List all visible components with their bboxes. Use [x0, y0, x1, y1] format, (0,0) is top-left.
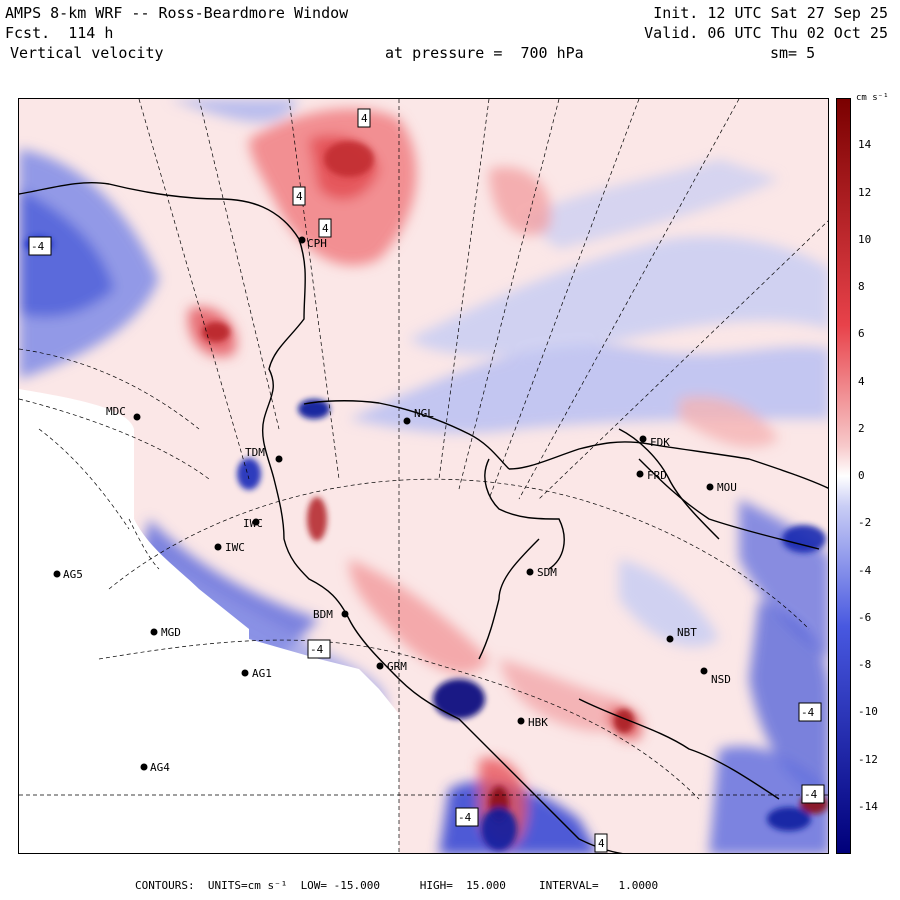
svg-text:FDK: FDK: [650, 436, 670, 449]
svg-text:-4: -4: [801, 706, 815, 719]
station-GRM[interactable]: GRM: [376, 660, 408, 673]
colorbar-tick-label: -4: [858, 563, 872, 577]
svg-text:CPH: CPH: [307, 237, 327, 250]
svg-text:AG4: AG4: [150, 761, 170, 774]
colorbar-tick-label: -6: [858, 610, 872, 624]
svg-text:-4: -4: [804, 788, 818, 801]
vertical-velocity-field: [19, 99, 828, 853]
station-AG5[interactable]: AG5: [53, 568, 83, 581]
station-CPH[interactable]: CPH: [298, 236, 327, 251]
map-canvas: CPH MDC NGL FDK FRD MOU TDM IWC IWC AG5 …: [19, 99, 828, 853]
station-IWC[interactable]: IWC: [243, 517, 263, 530]
svg-text:4: 4: [598, 837, 605, 850]
svg-text:MGD: MGD: [161, 626, 181, 639]
svg-text:TDM: TDM: [245, 446, 265, 459]
variable-name: Vertical velocity: [10, 44, 164, 62]
extrema-labels: 4 4 4 -4 -4 -4 -4 -4 4: [28, 108, 825, 853]
station-MOU[interactable]: MOU: [706, 481, 737, 494]
svg-text:4: 4: [322, 222, 329, 235]
svg-text:AG1: AG1: [252, 667, 272, 680]
svg-text:HBK: HBK: [528, 716, 548, 729]
station-FRD[interactable]: FRD: [636, 469, 667, 482]
contour-info: CONTOURS: UNITS=cm s⁻¹ LOW= -15.000 HIGH…: [135, 879, 659, 892]
max-label: 4: [357, 108, 371, 128]
colorbar: [836, 98, 851, 854]
valid-time: Valid. 06 UTC Thu 02 Oct 25: [644, 24, 888, 42]
station-IWC2[interactable]: IWC: [214, 541, 245, 554]
station-AG4[interactable]: AG4: [140, 761, 171, 774]
svg-text:NBT: NBT: [677, 626, 697, 639]
svg-text:FRD: FRD: [647, 469, 667, 482]
colorbar-tick-label: 6: [858, 327, 865, 341]
svg-text:-4: -4: [458, 811, 472, 824]
colorbar-tick-label: 8: [858, 280, 865, 293]
colorbar-tick-label: 2: [858, 421, 865, 435]
station-NSD[interactable]: NSD: [700, 667, 731, 687]
svg-text:NGL: NGL: [414, 407, 434, 420]
colorbar-tick-label: -2: [858, 516, 872, 530]
station-NBT[interactable]: NBT: [666, 626, 698, 643]
svg-text:SDM: SDM: [537, 566, 557, 579]
station-MDC[interactable]: MDC: [106, 405, 141, 421]
vertical-velocity-map: CPH MDC NGL FDK FRD MOU TDM IWC IWC AG5 …: [18, 98, 829, 854]
max-label: 4: [318, 218, 332, 238]
colorbar-tick-label: 4: [858, 374, 865, 388]
svg-text:MOU: MOU: [717, 481, 737, 494]
colorbar-tick-label: 12: [858, 185, 872, 199]
min-label: -4: [455, 807, 479, 827]
station-TDM[interactable]: TDM: [245, 446, 283, 463]
no-data-region: [19, 389, 399, 853]
strong-updraft-cores: [25, 141, 828, 851]
svg-text:MDC: MDC: [106, 405, 126, 418]
min-label: -4: [307, 639, 331, 659]
coastline: [19, 181, 828, 853]
svg-text:IWC: IWC: [225, 541, 245, 554]
svg-text:4: 4: [361, 112, 368, 125]
station-markers: CPH MDC NGL FDK FRD MOU TDM IWC IWC AG5 …: [53, 236, 737, 774]
colorbar-tick-label: -10: [858, 705, 878, 719]
colorbar-tick-label: 0: [858, 469, 865, 482]
station-BDM[interactable]: BDM: [313, 608, 349, 621]
svg-text:-4: -4: [310, 643, 324, 656]
station-HBK[interactable]: HBK: [517, 716, 549, 729]
min-label: -4: [28, 236, 52, 256]
svg-text:AG5: AG5: [63, 568, 83, 581]
svg-text:GRM: GRM: [387, 660, 407, 673]
colorbar-units: cm s⁻¹: [856, 93, 889, 103]
colorbar-tick-label: 10: [858, 232, 872, 246]
max-label: 4: [594, 833, 608, 853]
svg-text:BDM: BDM: [313, 608, 333, 621]
station-MGD[interactable]: MGD: [150, 626, 181, 639]
map-title: AMPS 8-km WRF -- Ross-Beardmore Window: [5, 4, 349, 22]
colorbar-tick-label: -8: [858, 658, 872, 671]
colorbar-tick-label: -12: [858, 752, 878, 766]
station-NGL[interactable]: NGL: [403, 407, 435, 425]
station-SDM[interactable]: SDM: [526, 566, 558, 579]
forecast-hour: Fcst. 114 h: [5, 24, 114, 42]
min-label: -4: [798, 702, 822, 722]
station-AG1[interactable]: AG1: [241, 667, 272, 680]
pressure-level: at pressure = 700 hPa: [385, 44, 584, 62]
min-label: -4: [801, 784, 825, 804]
svg-text:IWC: IWC: [243, 517, 263, 530]
station-FDK[interactable]: FDK: [639, 435, 671, 450]
colorbar-tick-label: -14: [858, 799, 878, 813]
max-label: 4: [292, 186, 306, 206]
svg-text:NSD: NSD: [711, 673, 731, 686]
lat-lon-grid: [19, 99, 828, 853]
svg-text:-4: -4: [31, 240, 45, 253]
colorbar-tick-label: 14: [858, 138, 872, 152]
init-time: Init. 12 UTC Sat 27 Sep 25: [653, 4, 888, 22]
smoothing: sm= 5: [770, 44, 816, 62]
svg-text:4: 4: [296, 190, 303, 203]
